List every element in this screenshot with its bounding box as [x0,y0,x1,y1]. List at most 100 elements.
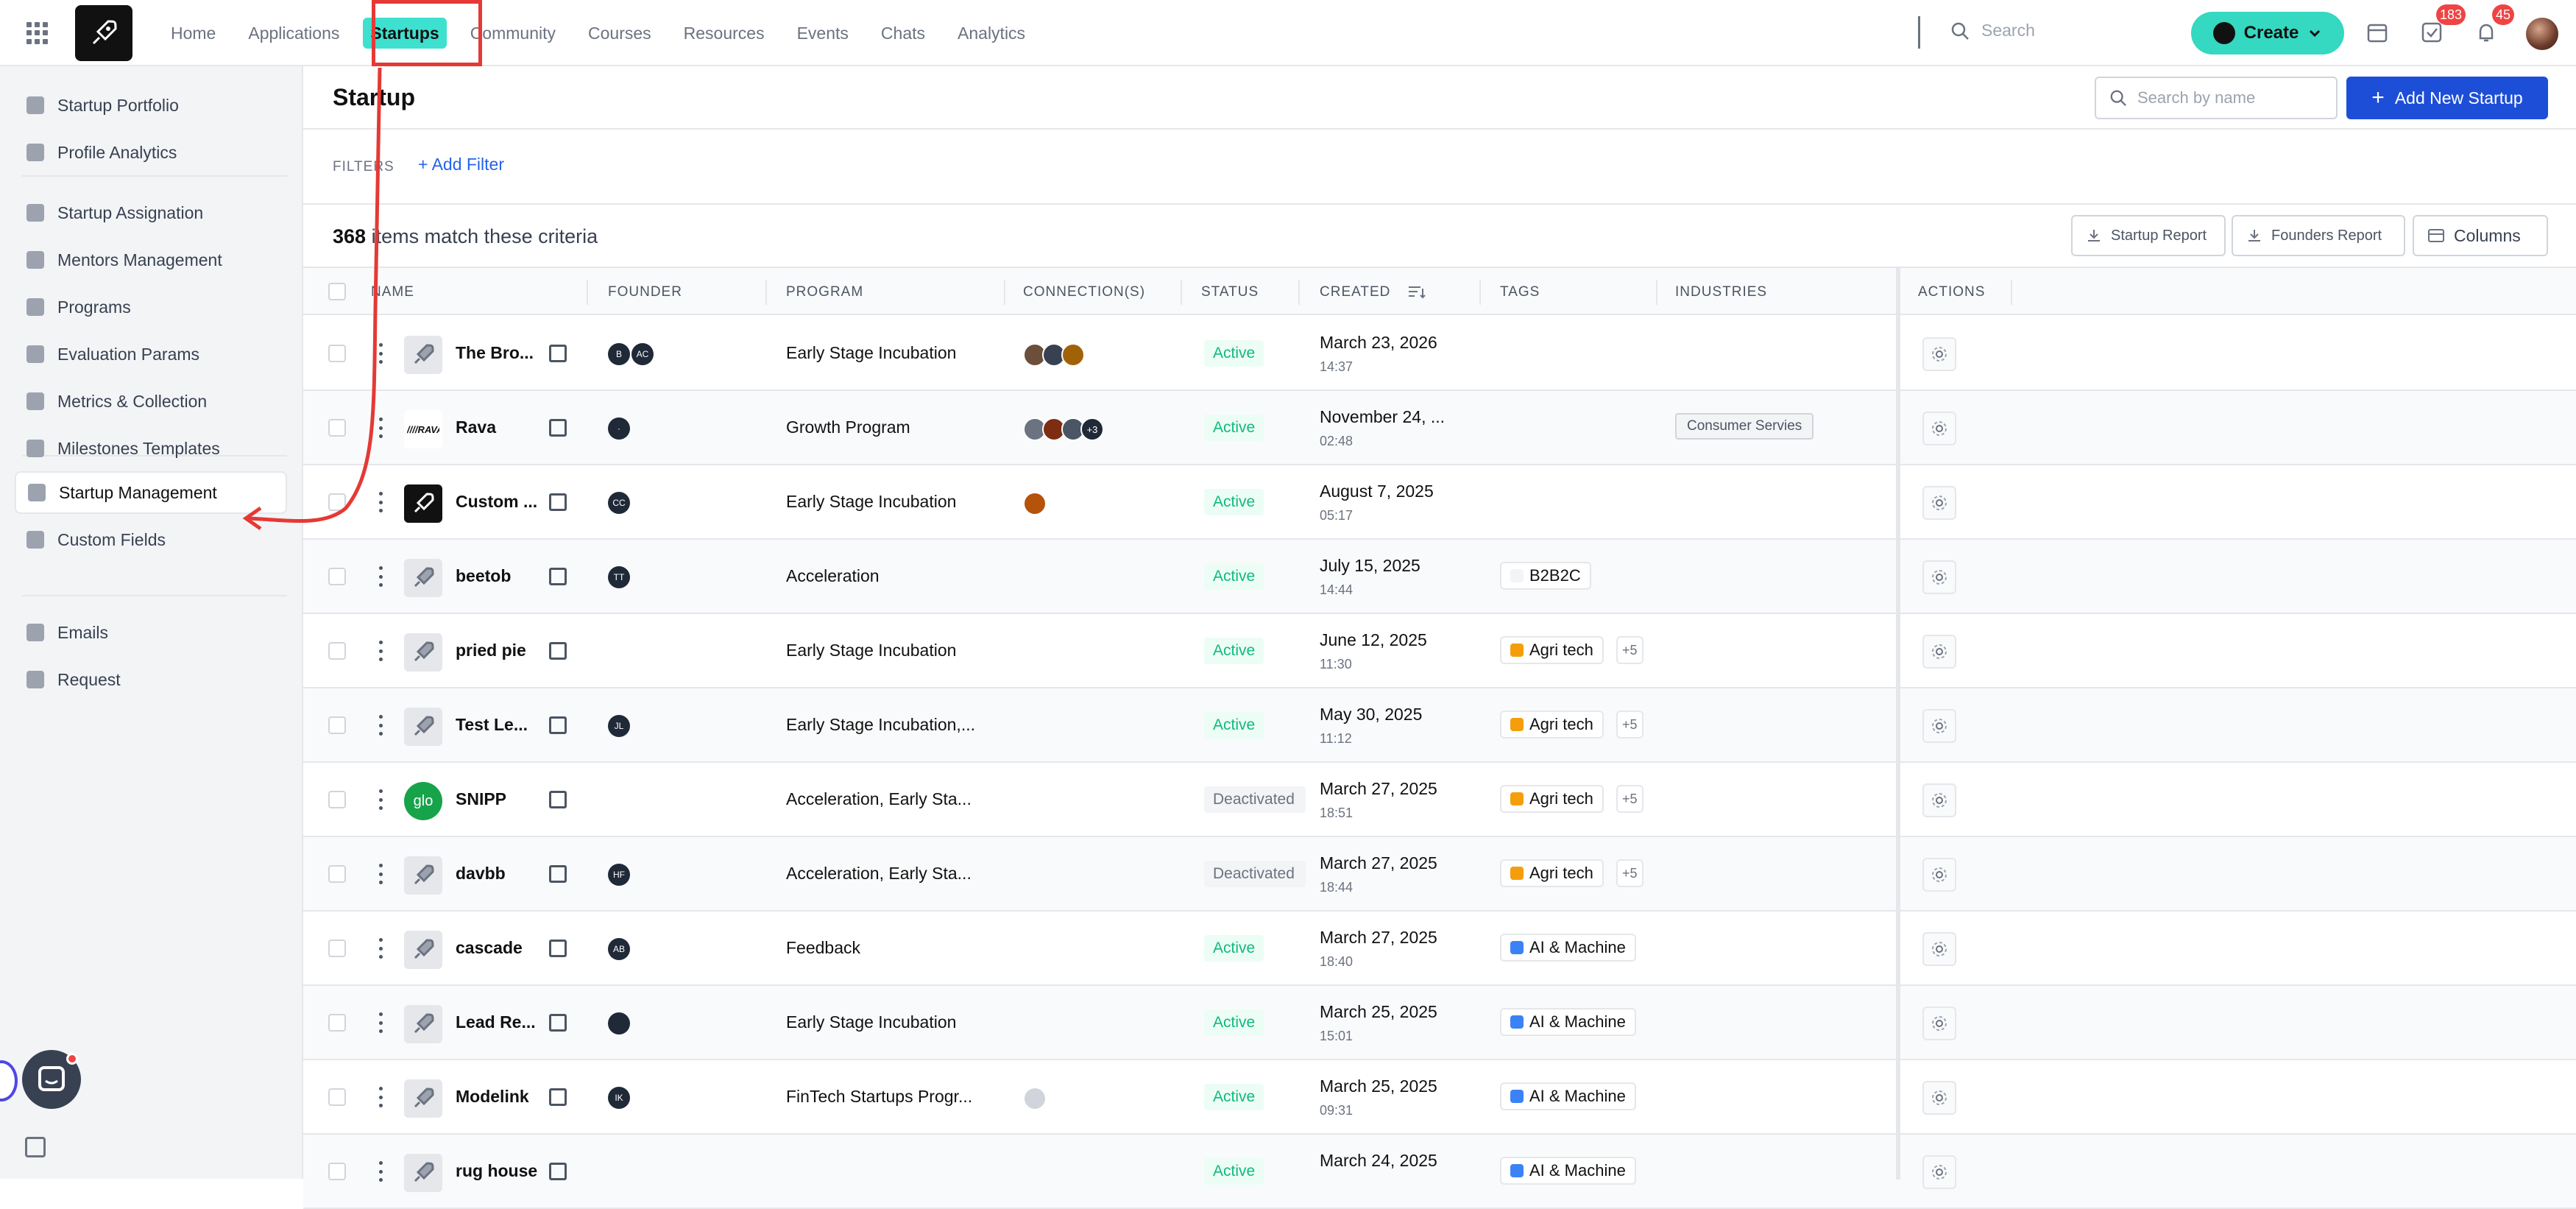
external-link-icon[interactable] [549,419,567,437]
row-checkbox[interactable] [328,1163,346,1180]
external-link-icon[interactable] [549,1014,567,1032]
sidebar-item-mentors-management[interactable]: Mentors Management [15,239,287,281]
sidebar-item-metrics-collection[interactable]: Metrics & Collection [15,380,287,423]
startup-name[interactable]: beetob [456,566,512,585]
table-row[interactable]: davbb HF Acceleration, Early Sta... Deactiv… [303,837,2576,912]
more-options-icon[interactable] [379,417,383,438]
create-button[interactable]: Create [2191,12,2344,54]
row-settings-button[interactable] [1922,412,1956,445]
row-settings-button[interactable] [1922,560,1956,594]
founder-avatar[interactable]: B [608,343,630,365]
row-checkbox[interactable] [328,493,346,511]
table-row[interactable]: The Bro... B AC Early Stage Incubation Activ… [303,317,2576,391]
sort-icon[interactable] [1407,284,1426,300]
table-row[interactable]: ////RAVA Rava · Growth Program +3 Active Novem… [303,391,2576,465]
header-program[interactable]: PROGRAM [786,284,864,300]
external-link-icon[interactable] [549,493,567,511]
sidebar-item-startup-management[interactable]: Startup Management [15,471,287,514]
tasks-icon[interactable] [2420,21,2444,44]
header-status[interactable]: STATUS [1201,284,1259,300]
external-link-icon[interactable] [549,1163,567,1180]
founder-avatar[interactable]: TT [608,566,630,588]
row-checkbox[interactable] [328,940,346,957]
external-link-icon[interactable] [549,940,567,957]
row-checkbox[interactable] [328,1088,346,1106]
table-row[interactable]: cascade AB Feedback Active March 27, 2025 18:… [303,912,2576,986]
nav-item-startups[interactable]: Startups [363,18,447,49]
row-settings-button[interactable] [1922,337,1956,371]
global-search[interactable]: Search [1950,21,2035,40]
nav-item-community[interactable]: Community [470,23,556,43]
row-settings-button[interactable] [1922,783,1956,817]
more-options-icon[interactable] [379,492,383,512]
startup-name[interactable]: SNIPP [456,789,507,808]
user-avatar[interactable] [2526,18,2558,50]
calendar-icon[interactable] [2366,21,2389,44]
external-link-icon[interactable] [549,865,567,883]
startup-name[interactable]: cascade [456,938,523,957]
startup-name[interactable]: pried pie [456,641,526,660]
external-link-icon[interactable] [549,1088,567,1106]
collapse-sidebar-icon[interactable] [25,1137,46,1157]
select-all-checkbox[interactable] [328,283,346,300]
startup-name[interactable]: The Bro... [456,343,534,362]
sidebar-item-startup-portfolio[interactable]: Startup Portfolio [15,84,287,127]
founder-avatar[interactable] [608,1012,630,1034]
more-options-icon[interactable] [379,1012,383,1033]
tags-more[interactable]: +5 [1616,859,1643,887]
sidebar-item-custom-fields[interactable]: Custom Fields [15,518,287,561]
startup-name[interactable]: Rava [456,417,496,437]
header-founder[interactable]: FOUNDER [608,284,682,300]
founder-avatar[interactable]: CC [608,492,630,514]
table-row[interactable]: rug house Active March 24, 2025 AI & Machin… [303,1135,2576,1209]
sidebar-item-programs[interactable]: Programs [15,286,287,328]
more-options-icon[interactable] [379,789,383,810]
founder-avatar[interactable]: JL [608,715,630,737]
sidebar-item-emails[interactable]: Emails [15,611,287,654]
row-checkbox[interactable] [328,642,346,660]
search-by-name-input[interactable]: Search by name [2095,77,2338,119]
row-settings-button[interactable] [1922,932,1956,966]
app-grid-icon[interactable] [26,22,49,44]
external-link-icon[interactable] [549,642,567,660]
row-checkbox[interactable] [328,1014,346,1032]
nav-item-resources[interactable]: Resources [683,23,765,43]
more-options-icon[interactable] [379,864,383,884]
sidebar-item-startup-assignation[interactable]: Startup Assignation [15,191,287,234]
nav-item-applications[interactable]: Applications [248,23,340,43]
header-tags[interactable]: TAGS [1500,284,1540,300]
add-filter-button[interactable]: + Add Filter [418,155,504,175]
row-checkbox[interactable] [328,345,346,362]
connection-avatar[interactable] [1042,343,1066,367]
table-row[interactable]: Custom ... CC Early Stage Incubation Active… [303,465,2576,540]
header-created[interactable]: CREATED [1320,284,1391,300]
startup-name[interactable]: Modelink [456,1087,529,1106]
bell-icon[interactable] [2474,21,2498,44]
row-settings-button[interactable] [1922,486,1956,520]
sidebar-item-evaluation-params[interactable]: Evaluation Params [15,333,287,376]
row-checkbox[interactable] [328,865,346,883]
founder-avatar[interactable]: IK [608,1087,630,1109]
sidebar-item-request[interactable]: Request [15,658,287,701]
row-checkbox[interactable] [328,791,346,808]
columns-button[interactable]: Columns [2413,215,2548,256]
table-row[interactable]: Modelink IK FinTech Startups Progr... Activ… [303,1060,2576,1135]
row-checkbox[interactable] [328,716,346,734]
connection-avatar[interactable] [1061,343,1085,367]
table-row[interactable]: Lead Re... Early Stage Incubation Active Ma… [303,986,2576,1060]
brand-logo[interactable] [75,5,132,61]
header-industries[interactable]: INDUSTRIES [1675,284,1768,300]
startup-name[interactable]: Custom ... [456,492,538,511]
founder-avatar[interactable]: AB [608,938,630,960]
external-link-icon[interactable] [549,791,567,808]
sidebar-item-milestones-templates[interactable]: Milestones Templates [15,427,287,470]
more-options-icon[interactable] [379,641,383,661]
more-options-icon[interactable] [379,1087,383,1107]
row-settings-button[interactable] [1922,1155,1956,1189]
row-settings-button[interactable] [1922,635,1956,669]
table-row[interactable]: pried pie Early Stage Incubation Active Jun… [303,614,2576,688]
startup-name[interactable]: rug house [456,1161,538,1180]
founders-report-button[interactable]: Founders Report [2232,215,2405,256]
external-link-icon[interactable] [549,716,567,734]
nav-item-courses[interactable]: Courses [588,23,651,43]
